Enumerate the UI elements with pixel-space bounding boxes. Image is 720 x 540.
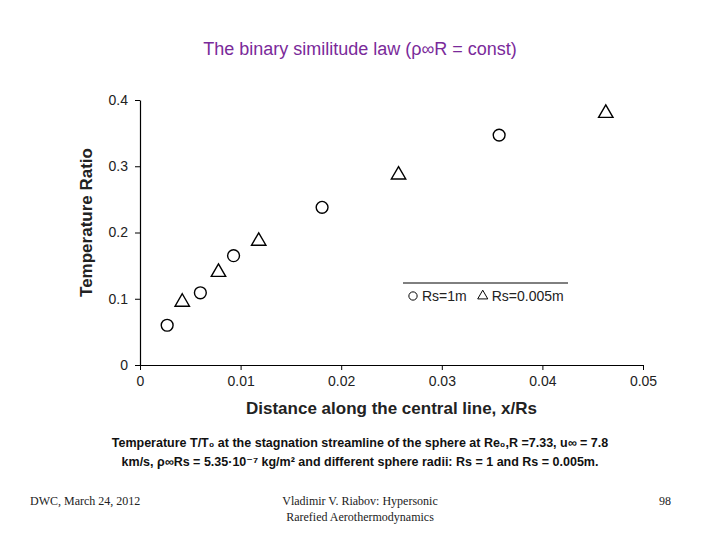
x-tick-label: 0 — [137, 373, 145, 389]
x-tick-mark — [140, 365, 141, 370]
y-tick-label: 0.3 — [109, 158, 129, 174]
point — [211, 264, 225, 276]
point — [391, 167, 405, 179]
slide: The binary similitude law (ρ∞R = const) 0… — [0, 0, 720, 540]
y-tick: 0.1 — [109, 291, 140, 307]
x-tick-mark — [442, 365, 443, 370]
point — [493, 129, 505, 141]
point — [228, 250, 240, 262]
y-tick-label: 0 — [120, 357, 128, 373]
x-tick-label: 0.03 — [429, 373, 456, 389]
y-tick: 0.2 — [109, 224, 140, 240]
y-tick-mark — [135, 166, 140, 167]
footer-left: DWC, March 24, 2012 — [30, 494, 140, 508]
footer-center: Vladimir V. Riabov: Hypersonic — [282, 494, 438, 508]
series — [161, 129, 505, 331]
y-tick-mark — [135, 233, 140, 234]
point — [599, 105, 613, 117]
caption-line: Temperature T/T₀ at the stagnation strea… — [112, 436, 609, 450]
x-axis: 0 0.01 0.02 0.03 0.04 0.05 — [137, 365, 658, 389]
x-axis-line — [141, 365, 644, 366]
y-tick-mark — [135, 299, 140, 300]
legend-frame — [403, 283, 568, 284]
y-tick: 0 — [120, 357, 140, 373]
x-tick-mark — [643, 365, 644, 370]
x-tick-label: 0.01 — [227, 373, 254, 389]
y-axis-title: Temperature Ratio — [77, 148, 96, 297]
x-tick: 0.04 — [529, 365, 556, 389]
y-tick-label: 0.4 — [109, 92, 129, 108]
y-tick-label: 0.1 — [109, 291, 129, 307]
x-tick: 0.05 — [630, 365, 657, 389]
y-tick: 0.3 — [109, 158, 140, 174]
page-number: 98 — [659, 494, 671, 508]
x-tick-mark — [241, 365, 242, 370]
x-tick-label: 0.04 — [529, 373, 556, 389]
legend-label: Rs=0.005m — [492, 288, 564, 304]
x-tick: 0.01 — [227, 365, 254, 389]
legend: Rs=1m Rs=0.005m — [403, 283, 568, 304]
point — [161, 319, 173, 331]
x-tick: 0.02 — [328, 365, 355, 389]
x-axis-title: Distance along the central line, x/Rs — [246, 399, 537, 418]
legend-marker — [409, 292, 417, 300]
series — [175, 105, 613, 306]
point — [175, 294, 189, 306]
y-axis: 0 0.1 0.2 0.3 0.4 — [109, 92, 141, 373]
caption-line: km/s, ρ∞Rs = 5.35·10⁻⁷ kg/m² and differe… — [122, 455, 599, 469]
y-tick-label: 0.2 — [109, 224, 129, 240]
footer-center: Rarefied Aerothermodynamics — [286, 510, 434, 524]
y-tick-mark — [135, 100, 140, 101]
x-tick: 0.03 — [429, 365, 456, 389]
point — [316, 201, 328, 213]
x-tick: 0 — [137, 365, 145, 389]
point — [194, 287, 206, 299]
legend-marker — [478, 290, 488, 299]
x-tick-label: 0.05 — [630, 373, 657, 389]
y-tick-mark — [135, 365, 140, 366]
points — [161, 105, 613, 331]
x-tick-label: 0.02 — [328, 373, 355, 389]
legend-label: Rs=1m — [422, 288, 467, 304]
chart-title: The binary similitude law (ρ∞R = const) — [203, 39, 517, 59]
x-tick-mark — [341, 365, 342, 370]
x-tick-mark — [542, 365, 543, 370]
y-tick: 0.4 — [109, 92, 140, 108]
y-axis-line — [140, 101, 141, 366]
point — [252, 233, 266, 245]
